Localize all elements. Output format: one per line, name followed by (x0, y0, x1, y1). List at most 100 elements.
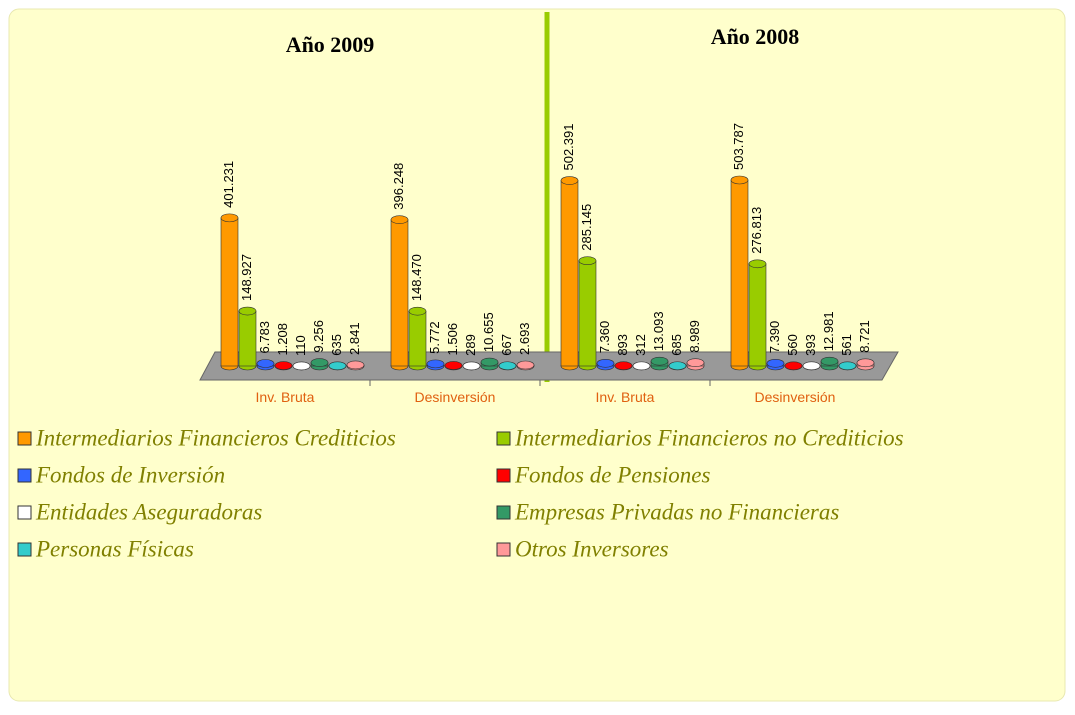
value-label: 5.772 (427, 321, 442, 354)
legend-label: Personas Físicas (35, 536, 194, 561)
bar (614, 361, 633, 371)
value-label: 635 (329, 334, 344, 356)
bar-part (560, 176, 579, 185)
bar (668, 361, 687, 371)
value-label: 503.787 (731, 123, 746, 170)
bar-part (748, 259, 767, 269)
value-label: 667 (499, 334, 514, 356)
bar (256, 359, 275, 371)
bar (462, 361, 481, 371)
legend-swatch (17, 431, 32, 446)
bar (498, 361, 517, 371)
legend-swatch (496, 468, 511, 483)
bar (802, 361, 821, 371)
bar-part (632, 361, 651, 371)
bar (274, 361, 293, 371)
bar-part (274, 361, 293, 370)
value-label: 685 (669, 334, 684, 356)
bar-part (220, 213, 239, 223)
bar-part (256, 359, 275, 368)
bar (578, 256, 597, 371)
bar (730, 175, 749, 371)
legend-swatch (17, 468, 32, 483)
bar-part (802, 361, 821, 371)
x-tick-label: Inv. Bruta (256, 389, 315, 405)
value-label: 6.783 (257, 321, 272, 354)
bar-part (838, 361, 857, 371)
group-title: Año 2008 (711, 24, 800, 49)
bar-part (730, 179, 749, 367)
bar-part (390, 219, 409, 367)
value-label: 12.981 (821, 311, 836, 351)
value-label: 396.248 (391, 163, 406, 210)
bar-part (856, 358, 875, 368)
bar-part (578, 256, 597, 266)
value-label: 7.390 (767, 321, 782, 354)
legend-swatch (496, 542, 511, 557)
value-label: 2.693 (517, 322, 532, 355)
bar-part (346, 360, 365, 370)
legend-label: Intermediarios Financieros Crediticios (35, 425, 396, 450)
bar-part (238, 306, 257, 316)
value-label: 312 (633, 334, 648, 356)
bar-part (686, 358, 705, 367)
bar (480, 357, 499, 371)
bar-part (310, 358, 329, 367)
bar-part (614, 361, 633, 370)
value-label: 148.927 (239, 254, 254, 301)
legend-label: Fondos de Pensiones (514, 462, 711, 487)
bar-part (650, 356, 669, 366)
bar-part (408, 306, 427, 316)
bar (310, 358, 329, 371)
value-label: 8.989 (687, 320, 702, 353)
bar-part (596, 358, 615, 368)
bar (748, 259, 767, 371)
x-tick-label: Desinversión (755, 389, 836, 405)
bar (766, 358, 785, 371)
bar (346, 360, 365, 371)
value-label: 289 (463, 334, 478, 356)
bar-part (668, 361, 687, 371)
bar-part (328, 361, 347, 371)
bar (632, 361, 651, 371)
bar-part (480, 357, 499, 367)
bar-part (498, 361, 517, 371)
bar (444, 361, 463, 371)
bar (292, 361, 311, 371)
value-label: 502.391 (561, 124, 576, 171)
value-label: 13.093 (651, 311, 666, 351)
group-title: Año 2009 (286, 32, 375, 57)
bar (328, 361, 347, 371)
bar (820, 356, 839, 371)
bar-part (426, 359, 445, 369)
legend-label: Fondos de Inversión (35, 462, 225, 487)
bar-part (390, 215, 409, 225)
bar (838, 361, 857, 371)
legend-label: Otros Inversores (515, 536, 669, 561)
bar (560, 176, 579, 371)
bar-part (748, 263, 767, 367)
value-label: 110 (293, 335, 308, 356)
bar-part (560, 180, 579, 367)
legend-label: Intermediarios Financieros no Crediticio… (514, 425, 904, 450)
legend-swatch (17, 505, 32, 520)
bar-part (784, 361, 803, 371)
value-label: 561 (839, 334, 854, 356)
bar-part (292, 361, 311, 371)
value-label: 1.208 (275, 323, 290, 356)
value-label: 893 (615, 334, 630, 356)
value-label: 276.813 (749, 207, 764, 254)
bar (596, 358, 615, 371)
bar-part (730, 175, 749, 185)
legend-swatch (496, 431, 511, 446)
bar-part (462, 361, 481, 371)
legend-label: Empresas Privadas no Financieras (514, 499, 839, 524)
value-label: 9.256 (311, 320, 326, 353)
value-label: 8.721 (857, 320, 872, 353)
bar (390, 215, 409, 371)
value-label: 10.655 (481, 312, 496, 352)
value-label: 1.506 (445, 323, 460, 356)
bar-part (516, 360, 535, 370)
bar-part (820, 356, 839, 366)
